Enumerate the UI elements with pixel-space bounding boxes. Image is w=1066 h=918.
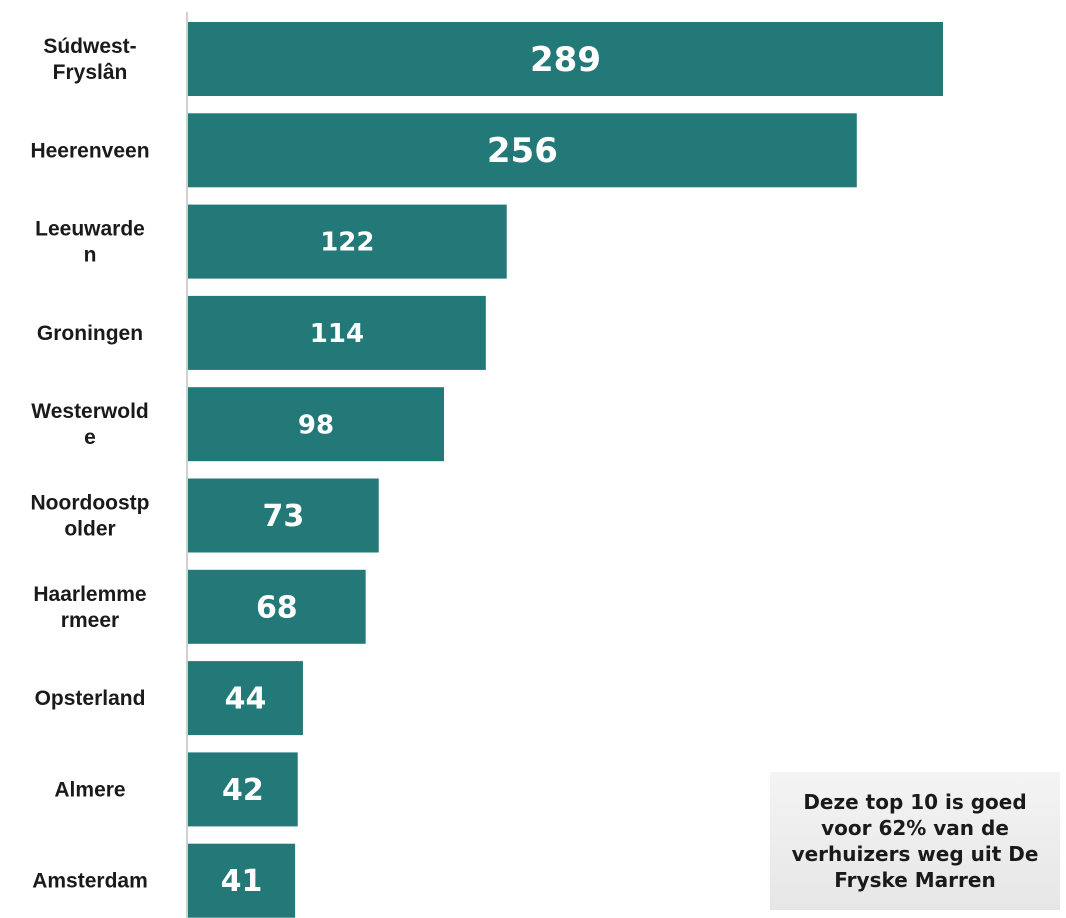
category-label: Westerwold e	[31, 400, 148, 449]
category-label: Almere	[54, 778, 125, 801]
category-label: Haarlemme rmeer	[33, 583, 146, 632]
bar	[188, 569, 366, 644]
value-label: 98	[298, 410, 334, 440]
value-label: 256	[487, 131, 558, 171]
value-label: 68	[256, 590, 298, 625]
category-label: Groningen	[37, 322, 143, 345]
value-label: 122	[320, 228, 374, 258]
bar	[188, 843, 296, 918]
bar	[188, 22, 943, 96]
bar	[188, 387, 445, 462]
bar	[188, 478, 379, 553]
value-labels: 289 256 122 114 98 73 68 44 42 41	[221, 40, 601, 899]
category-label: Súdwest-Fryslân	[43, 35, 136, 84]
category-label: Noordoostp older	[31, 492, 150, 541]
annotation-box: Deze top 10 is goed voor 62% van de verh…	[770, 772, 1060, 910]
category-label: Leeuwarde n	[35, 218, 145, 267]
category-label: Heerenveen	[30, 139, 149, 162]
value-label: 73	[262, 499, 304, 534]
bar	[188, 752, 298, 827]
bar	[188, 661, 303, 736]
value-label: 41	[221, 864, 263, 899]
category-labels: Súdwest-Fryslân Heerenveen Leeuwarde n Groni…	[30, 35, 149, 893]
value-label: 289	[530, 40, 601, 80]
category-label: Opsterland	[35, 687, 146, 710]
value-label: 44	[225, 682, 267, 717]
bar	[188, 113, 857, 188]
bar	[188, 204, 507, 279]
category-label: Amsterdam	[32, 870, 148, 893]
bars	[188, 22, 943, 918]
bar	[188, 295, 486, 370]
value-label: 42	[222, 773, 264, 808]
annotation-text: Deze top 10 is goed voor 62% van de verh…	[791, 790, 1039, 892]
value-label: 114	[310, 319, 364, 349]
